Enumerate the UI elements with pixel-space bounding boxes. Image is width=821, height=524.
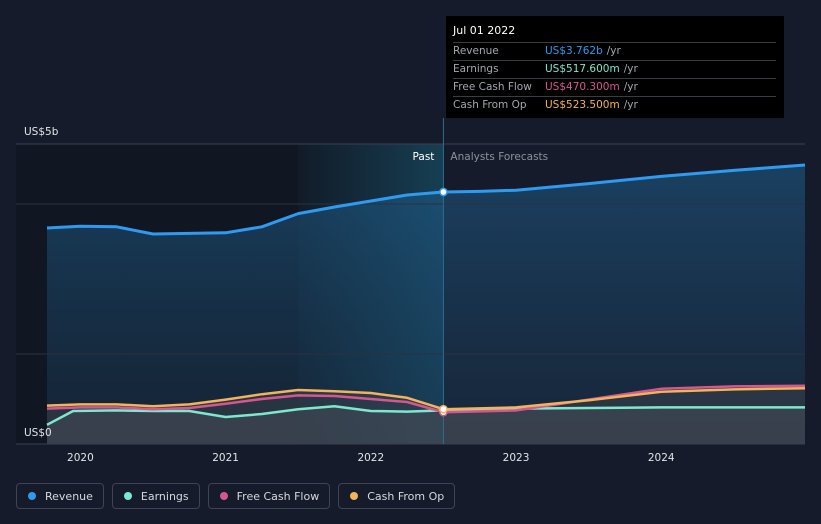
x-tick-label: 2022 (357, 452, 384, 464)
legend-dot-icon (123, 492, 132, 500)
series-line-cash-from-op (46, 386, 806, 411)
revenue-area (47, 165, 805, 444)
legend-dot-icon (219, 492, 228, 500)
earnings-area (47, 406, 805, 444)
legend-item-revenue[interactable]: Revenue (16, 483, 104, 509)
data-point-cash-from-op (439, 404, 448, 414)
tooltip-label: Earnings (453, 63, 499, 75)
tooltip-value: US$3.762b (545, 45, 603, 57)
tooltip-unit: /yr (623, 81, 638, 93)
x-tick-label: 2024 (648, 452, 675, 464)
x-tick-label: 2023 (503, 452, 530, 464)
legend-item-cash-from-op[interactable]: Cash From Op (338, 483, 456, 509)
tooltip-date: Jul 01 2022 (453, 24, 516, 37)
tooltip-value: US$517.600m (545, 63, 620, 75)
series-line-earnings (46, 404, 805, 426)
legend-label: Free Cash Flow (236, 489, 320, 503)
tooltip-label: Cash From Op (453, 99, 527, 111)
tooltip-row-earnings: Earnings US$517.600m /yr (453, 60, 776, 78)
legend-label: Earnings (140, 489, 189, 503)
y-axis-bottom-label: US$0 (24, 427, 52, 439)
tooltip-row-revenue: Revenue US$3.762b /yr (453, 42, 776, 60)
legend-dot-icon (350, 492, 359, 500)
forecast-label: Analysts Forecasts (450, 151, 548, 163)
legend: Revenue Earnings Free Cash Flow Cash Fro… (16, 483, 456, 509)
series-line-revenue (46, 163, 806, 236)
series-line-free-cash-flow (46, 384, 806, 414)
legend-label: Revenue (45, 489, 93, 503)
tooltip: Jul 01 2022 Revenue US$3.762b /yr Earnin… (446, 16, 784, 118)
tooltip-unit: /yr (606, 45, 621, 57)
legend-dot-icon (28, 492, 36, 500)
tooltip-row-cash-from-op: Cash From Op US$523.500m /yr (453, 96, 776, 114)
legend-item-free-cash-flow[interactable]: Free Cash Flow (207, 483, 331, 509)
legend-item-earnings[interactable]: Earnings (111, 483, 200, 509)
legend-label: Cash From Op (367, 489, 445, 503)
x-tick-label: 2020 (67, 452, 94, 464)
tooltip-value: US$470.300m (545, 81, 620, 93)
tooltip-unit: /yr (623, 63, 638, 75)
tooltip-label: Revenue (453, 45, 499, 57)
past-label: Past (413, 151, 435, 163)
tooltip-label: Free Cash Flow (453, 81, 532, 93)
tooltip-row-free-cash-flow: Free Cash Flow US$470.300m /yr (453, 78, 776, 96)
tooltip-unit: /yr (623, 99, 638, 111)
y-axis-top-label: US$5b (24, 126, 59, 138)
tooltip-value: US$523.500m (545, 99, 620, 111)
x-tick-label: 2021 (212, 452, 239, 464)
data-point-revenue (439, 187, 448, 197)
